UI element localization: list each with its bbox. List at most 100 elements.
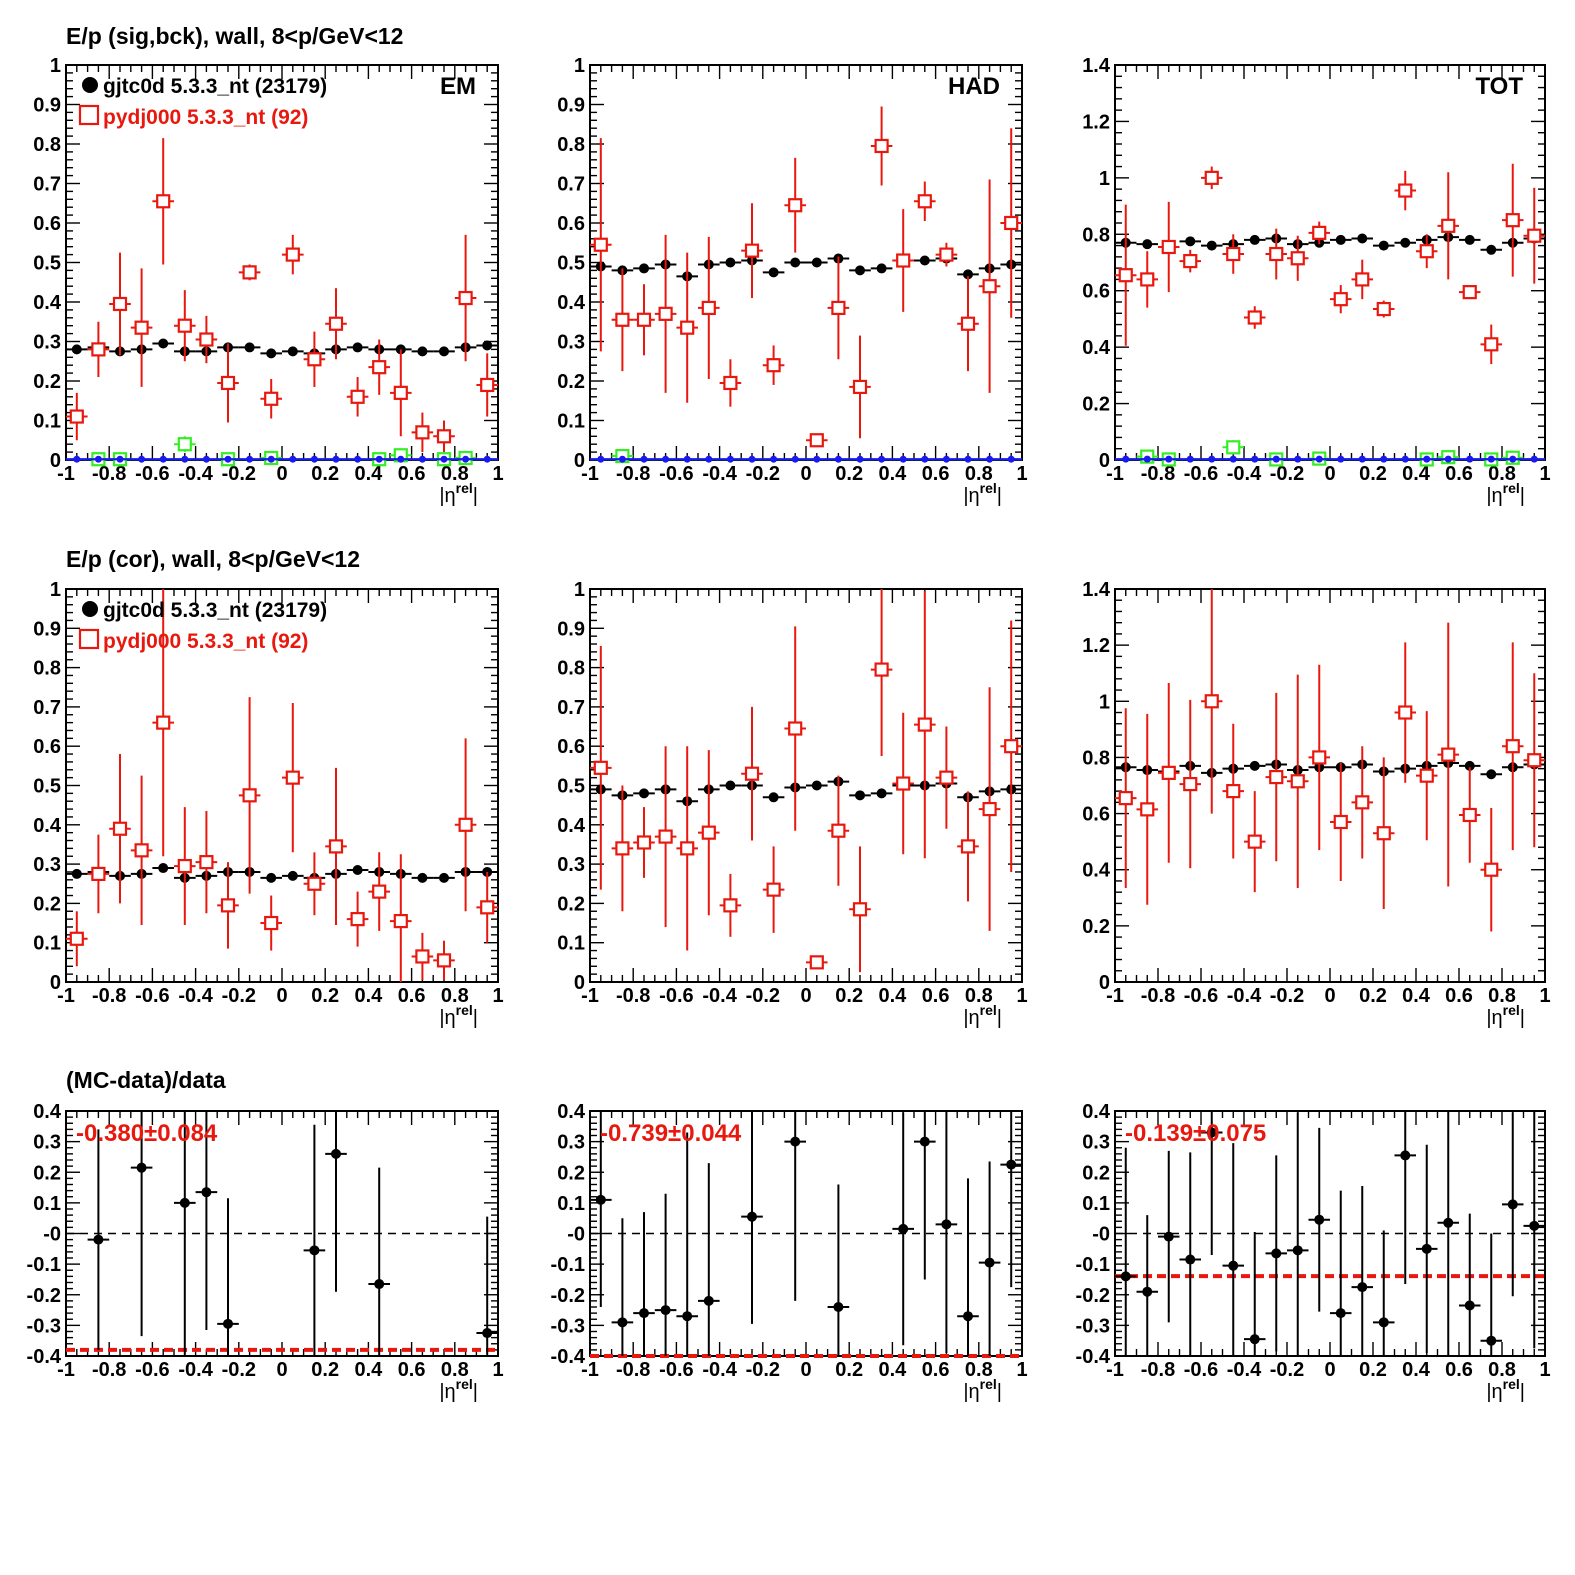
y-tick-label: 1.2 xyxy=(1082,635,1110,657)
marker-point xyxy=(1358,455,1366,463)
x-axis-label-sup: rel xyxy=(456,1002,473,1018)
marker-point xyxy=(483,455,491,463)
marker-point xyxy=(790,257,801,268)
x-tick-label: 1 xyxy=(1016,985,1027,1007)
marker-point xyxy=(964,455,972,463)
x-axis-ticks xyxy=(589,589,1023,982)
section-title-cor: E/p (cor), wall, 8<p/GeV<12 xyxy=(66,546,360,572)
legend-marker-mc xyxy=(78,628,100,650)
marker-square xyxy=(1441,747,1456,762)
y-tick-label: 0.2 xyxy=(1082,394,1110,416)
marker-point xyxy=(1443,1217,1454,1228)
y-tick-label: 0.1 xyxy=(557,411,585,433)
marker-point xyxy=(418,455,426,463)
marker-square xyxy=(285,770,300,785)
x-tick-label: -0.8 xyxy=(616,985,650,1007)
marker-point xyxy=(876,263,887,274)
marker-square xyxy=(1484,862,1499,877)
y-tick-label: 0.4 xyxy=(33,815,62,837)
marker-square xyxy=(1004,739,1019,754)
legend-marker-data xyxy=(82,601,98,617)
marker-point xyxy=(833,1302,844,1312)
marker-square xyxy=(1484,337,1499,352)
y-tick-label: -0.1 xyxy=(1076,1254,1110,1276)
marker-square xyxy=(658,306,673,321)
marker-square xyxy=(744,766,760,781)
x-tick-label: 1 xyxy=(1016,463,1027,485)
marker-square xyxy=(723,898,738,913)
x-tick-label: 0.2 xyxy=(311,463,339,485)
marker-point xyxy=(287,346,298,357)
marker-point xyxy=(1380,455,1388,463)
x-tick-label: -0.6 xyxy=(135,1359,169,1381)
marker-point xyxy=(179,1197,190,1208)
marker-square xyxy=(480,900,495,915)
marker-point xyxy=(898,1223,909,1234)
marker-square xyxy=(917,717,932,732)
marker-point xyxy=(310,455,318,463)
legend-marker-data xyxy=(82,77,98,93)
marker-point xyxy=(791,455,799,463)
marker-square xyxy=(177,318,192,333)
marker-square xyxy=(1355,795,1370,810)
y-tick-label: 0.4 xyxy=(33,1101,62,1123)
marker-square xyxy=(285,247,300,262)
panel-1-0: -1 -0.8 -0.6 -0.4 -0.2 0 0.2 0.4 0.6 0.8 1|ηrel|00… xyxy=(33,579,503,1029)
panel-1-2: -1 -0.8 -0.6 -0.4 -0.2 0 0.2 0.4 0.6 0.8 1 |ηrel| 0 0… xyxy=(1082,579,1550,1029)
marker-point xyxy=(439,346,449,357)
marker-point xyxy=(726,455,734,463)
y-tick-label: 0.3 xyxy=(557,1132,585,1154)
x-tick-label: -0.2 xyxy=(222,463,256,485)
ratio-annotation: -0.380±0.084 xyxy=(76,1120,218,1147)
panel-label: TOT xyxy=(1475,73,1523,100)
marker-point xyxy=(1335,234,1346,245)
marker-square xyxy=(458,817,473,832)
marker-square xyxy=(372,884,387,899)
marker-point xyxy=(93,1234,104,1245)
marker-square xyxy=(156,194,171,209)
marker-square xyxy=(1333,814,1348,830)
marker-point xyxy=(639,263,649,274)
marker-point xyxy=(1486,1335,1497,1346)
marker-point xyxy=(856,455,864,463)
y-tick-label: 0.9 xyxy=(557,618,585,640)
marker-point xyxy=(1378,1317,1389,1328)
x-tick-label: -0.4 xyxy=(1227,985,1262,1007)
y-tick-label: 1 xyxy=(574,55,585,77)
marker-point xyxy=(1142,239,1153,250)
y-tick-label: 0.8 xyxy=(557,134,585,156)
panel-0-2: -1 -0.8 -0.6 -0.4 -0.2 0 0.2 0.4 0.6 0.8 1 |ηrel| 0 0… xyxy=(1082,55,1550,507)
x-tick-label: -0.6 xyxy=(659,463,693,485)
x-tick-label: 0.2 xyxy=(311,985,339,1007)
marker-square xyxy=(831,823,846,838)
marker-point xyxy=(986,455,994,463)
marker-square xyxy=(680,841,695,856)
section-title-sig-bck: E/p (sig,bck), wall, 8<p/GeV<12 xyxy=(66,23,403,49)
marker-point xyxy=(266,872,277,883)
marker-square xyxy=(1118,268,1133,283)
y-tick-label: 0.6 xyxy=(33,736,61,758)
marker-point xyxy=(811,780,822,791)
panel-label: EM xyxy=(440,73,476,100)
marker-point xyxy=(1486,769,1497,780)
marker-square xyxy=(939,770,954,785)
marker-point xyxy=(309,1245,320,1256)
marker-square xyxy=(1269,769,1284,785)
marker-square xyxy=(917,194,932,209)
marker-square xyxy=(1419,244,1434,259)
marker-square xyxy=(415,949,430,964)
marker-point xyxy=(1185,1254,1196,1265)
marker-square xyxy=(1398,705,1413,720)
marker-point xyxy=(482,340,493,351)
marker-square xyxy=(723,375,738,391)
series-blue xyxy=(590,455,1022,463)
x-tick-label: -0.8 xyxy=(616,1359,650,1381)
marker-square xyxy=(636,312,652,327)
x-tick-label: 0.2 xyxy=(1359,1359,1387,1381)
x-tick-label: 0.8 xyxy=(965,463,993,485)
marker-point xyxy=(1529,1220,1540,1231)
marker-square xyxy=(788,721,803,736)
marker-square xyxy=(1462,285,1477,300)
x-tick-label: -0.4 xyxy=(702,1359,737,1381)
